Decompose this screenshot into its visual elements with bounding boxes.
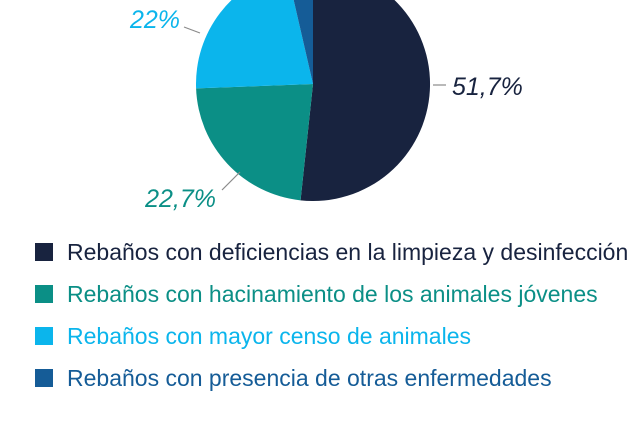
legend-label-1: Rebaños con deficiencias en la limpieza … — [67, 239, 628, 265]
legend-label-4: Rebaños con presencia de otras enfermeda… — [67, 365, 552, 391]
pie-slice-1 — [300, 0, 431, 201]
data-label-3: 22% — [129, 6, 180, 34]
pie-slice-2 — [196, 84, 313, 201]
leader-line-3 — [183, 26, 201, 34]
legend-swatch-1 — [35, 243, 53, 261]
legend-swatch-3 — [35, 327, 53, 345]
legend-label-3: Rebaños con mayor censo de animales — [67, 323, 471, 349]
pie-slice-3 — [196, 0, 313, 89]
leader-line-2 — [221, 171, 241, 191]
legend-swatch-2 — [35, 285, 53, 303]
pie-slice-4 — [293, 0, 313, 84]
data-label-2: 22,7% — [144, 185, 216, 213]
data-label-1: 51,7% — [452, 73, 523, 101]
legend-swatch-4 — [35, 369, 53, 387]
legend-label-2: Rebaños con hacinamiento de los animales… — [67, 281, 598, 307]
